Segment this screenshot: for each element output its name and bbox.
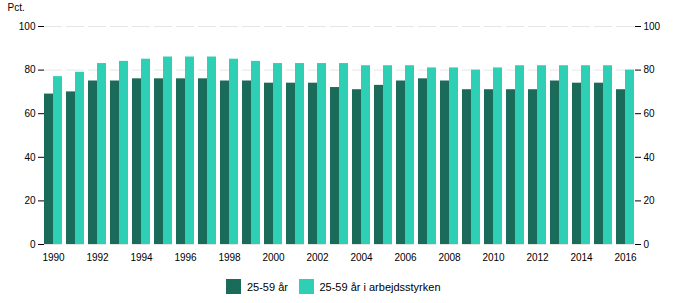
svg-text:0: 0: [30, 239, 36, 250]
svg-text:80: 80: [644, 64, 656, 75]
svg-text:1990: 1990: [42, 252, 65, 263]
svg-text:2008: 2008: [438, 252, 461, 263]
svg-text:100: 100: [19, 21, 36, 32]
svg-text:0: 0: [644, 239, 650, 250]
svg-text:60: 60: [24, 108, 36, 119]
svg-text:1996: 1996: [174, 252, 197, 263]
svg-text:20: 20: [24, 195, 36, 206]
svg-text:2012: 2012: [526, 252, 549, 263]
svg-text:2010: 2010: [482, 252, 505, 263]
svg-text:60: 60: [644, 108, 656, 119]
svg-text:2016: 2016: [614, 252, 637, 263]
svg-text:40: 40: [24, 152, 36, 163]
svg-text:80: 80: [24, 64, 36, 75]
svg-text:100: 100: [644, 21, 661, 32]
svg-text:2014: 2014: [570, 252, 593, 263]
svg-text:1994: 1994: [130, 252, 153, 263]
html-text:25-59 år: 25-59 år: [247, 280, 288, 293]
svg-text:2000: 2000: [262, 252, 285, 263]
svg-text:20: 20: [644, 195, 656, 206]
svg-text:Pct.: Pct.: [8, 2, 25, 13]
svg-text:1998: 1998: [218, 252, 241, 263]
svg-text:40: 40: [644, 152, 656, 163]
svg-text:2004: 2004: [350, 252, 373, 263]
html-text:25-59 år i arbejdsstyrken: 25-59 år i arbejdsstyrken: [319, 280, 441, 293]
svg-text:1992: 1992: [86, 252, 109, 263]
svg-text:2006: 2006: [394, 252, 417, 263]
svg-text:2002: 2002: [306, 252, 329, 263]
